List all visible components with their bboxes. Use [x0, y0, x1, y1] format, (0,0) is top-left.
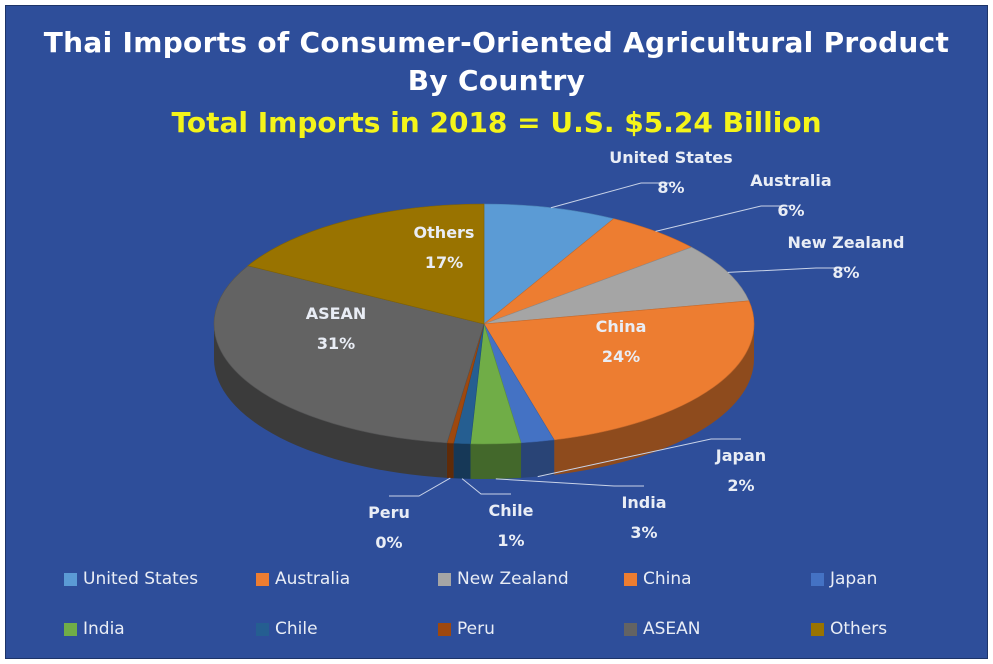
legend-item-india: India: [64, 619, 125, 639]
pie-slice-new-zealand: [483, 246, 750, 325]
legend-swatch-chile: [256, 622, 269, 636]
slice-percent-others: 17%: [425, 253, 463, 272]
pie-side-peru: [446, 442, 454, 479]
pie-chart: United States 8% Australia 6% New Zealand 8% C…: [213, 148, 905, 552]
leader-line-peru: [389, 477, 451, 497]
legend-label-new-zealand: New Zealand: [457, 569, 569, 589]
pie-side-china: [554, 324, 754, 475]
legend-swatch-united-states: [64, 572, 77, 586]
legend-label-united-states: United States: [83, 569, 199, 589]
slice-name-new-zealand: New Zealand: [788, 233, 905, 252]
slice-percent-australia: 6%: [777, 201, 804, 220]
leader-line-japan: [537, 438, 741, 478]
legend-item-others: Others: [811, 619, 887, 639]
pie-side-chile: [453, 443, 471, 479]
chart-title-line1: Thai Imports of Consumer-Oriented Agricu…: [43, 26, 950, 59]
leader-line-new-zealand: [727, 267, 846, 273]
legend-swatch-india: [64, 622, 77, 636]
slice-name-others: Others: [414, 223, 475, 242]
slice-name-united-states: United States: [609, 148, 732, 167]
legend-item-china: China: [624, 569, 692, 589]
slice-percent-united-states: 8%: [657, 178, 684, 197]
legend-label-others: Others: [830, 619, 888, 639]
pie-slice-china: [483, 300, 755, 441]
slice-percent-asean: 31%: [317, 334, 355, 353]
legend-swatch-asean: [624, 622, 637, 636]
legend-item-asean: ASEAN: [624, 619, 701, 639]
leader-line-india: [495, 478, 644, 487]
legend-swatch-australia: [256, 572, 269, 586]
pie-tops: [213, 203, 755, 445]
slice-name-asean: ASEAN: [306, 304, 367, 323]
legend-swatch-new-zealand: [438, 572, 451, 586]
pie-slice-others: [247, 203, 485, 325]
slice-name-india: India: [621, 493, 666, 512]
legend-label-asean: ASEAN: [643, 619, 701, 639]
chart-title-line2: By Country: [407, 64, 586, 97]
slice-percent-china: 24%: [602, 347, 640, 366]
legend-swatch-china: [624, 572, 637, 586]
legend-swatch-peru: [438, 622, 451, 636]
slice-name-chile: Chile: [489, 501, 534, 520]
legend-label-japan: Japan: [830, 569, 878, 589]
legend-label-india: India: [83, 619, 125, 639]
legend-item-new-zealand: New Zealand: [438, 569, 569, 589]
slice-percent-india: 3%: [630, 523, 657, 542]
legend-item-united-states: United States: [64, 569, 198, 589]
pie-slice-asean: [213, 265, 485, 444]
legend-swatch-others: [811, 622, 824, 636]
legend-label-china: China: [643, 569, 692, 589]
legend-swatch-japan: [811, 572, 824, 586]
pie-side-japan: [521, 439, 555, 478]
leader-line-chile: [461, 478, 511, 495]
legend-item-peru: Peru: [438, 619, 495, 639]
legend-item-chile: Chile: [256, 619, 318, 639]
legend-label-peru: Peru: [457, 619, 495, 639]
slice-name-australia: Australia: [750, 171, 831, 190]
legend-item-japan: Japan: [811, 569, 877, 589]
pie-side-india: [470, 442, 522, 480]
pie-side-asean: [213, 324, 447, 478]
leader-line-united-states: [550, 182, 671, 209]
slice-name-china: China: [596, 317, 647, 336]
slice-percent-japan: 2%: [727, 476, 754, 495]
slice-percent-new-zealand: 8%: [832, 263, 859, 282]
chart-legend: United States Australia New Zealand China Ja…: [6, 561, 989, 661]
pie-slice-united-states: [483, 203, 615, 325]
chart-subtitle: Total Imports in 2018 = U.S. $5.24 Billi…: [171, 106, 822, 139]
pie-sides: [213, 324, 754, 480]
slice-name-peru: Peru: [368, 503, 410, 522]
chart-frame: Thai Imports of Consumer-Oriented Agricu…: [5, 5, 988, 659]
legend-label-australia: Australia: [275, 569, 351, 589]
legend-label-chile: Chile: [275, 619, 318, 639]
slice-percent-peru: 0%: [375, 533, 402, 552]
slice-name-japan: Japan: [715, 446, 766, 465]
pie-labels: United States 8% Australia 6% New Zealand 8% C…: [306, 148, 905, 552]
legend-item-australia: Australia: [256, 569, 350, 589]
slice-percent-chile: 1%: [497, 531, 524, 550]
leader-line-australia: [655, 205, 791, 232]
